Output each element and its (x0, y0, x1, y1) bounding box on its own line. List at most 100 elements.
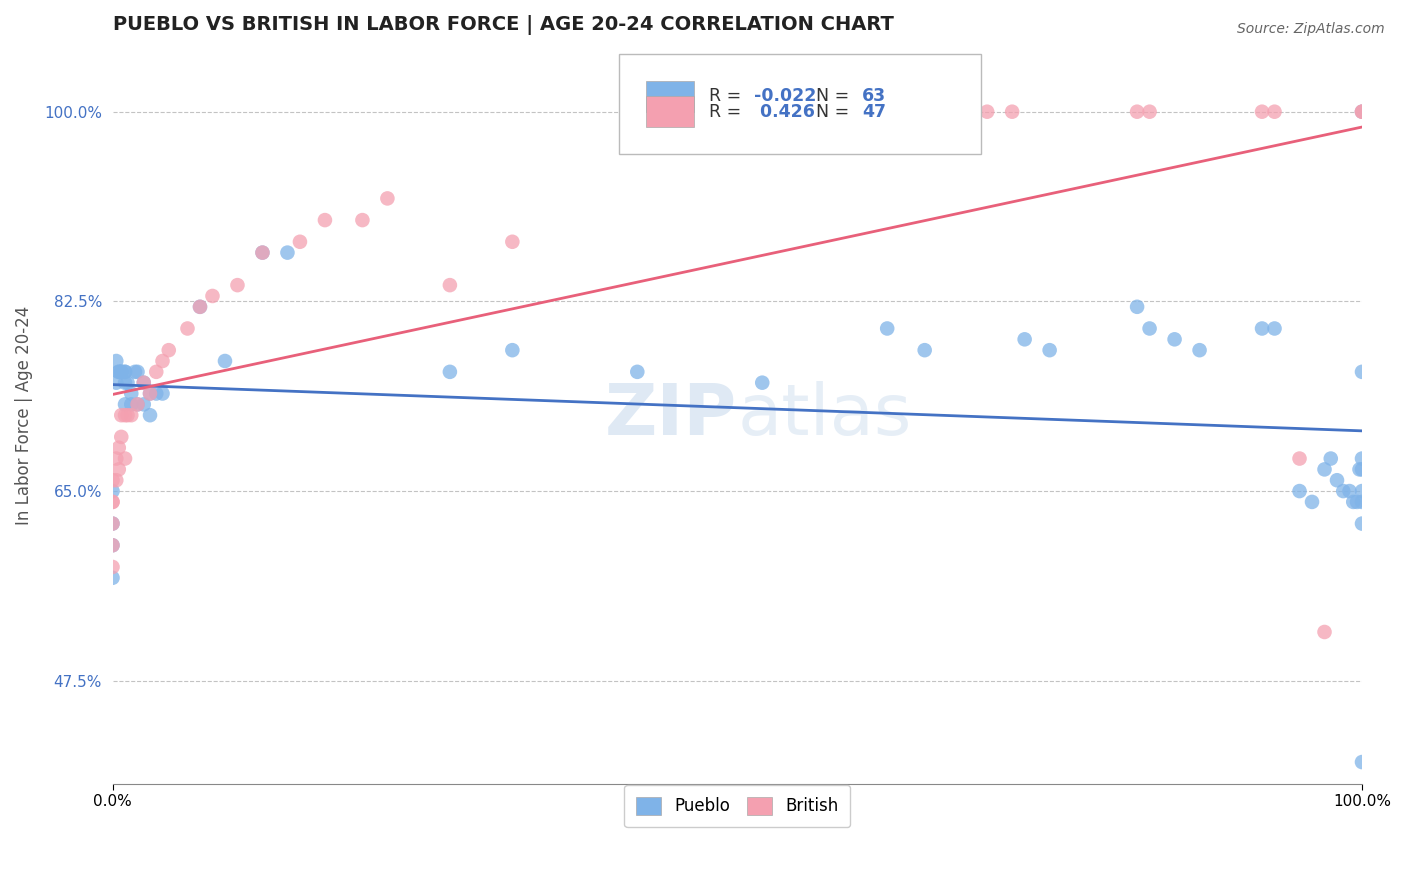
Point (120, 408, 142, 422)
Text: 47: 47 (862, 103, 886, 120)
Point (101, 473, 124, 487)
Point (110, 430, 132, 444)
Point (377, 191, 399, 205)
Text: ZIP: ZIP (605, 381, 737, 450)
Point (132, 397, 155, 411)
Point (1341, 495, 1364, 509)
Text: 0.426: 0.426 (754, 103, 814, 120)
Point (1351, 104, 1374, 119)
Point (814, 104, 837, 119)
Point (1351, 451, 1374, 466)
Point (1126, 104, 1149, 119)
Point (101, 495, 124, 509)
Point (139, 408, 162, 422)
Point (1351, 104, 1374, 119)
Y-axis label: In Labor Force | Age 20-24: In Labor Force | Age 20-24 (15, 306, 32, 524)
Point (107, 365, 129, 379)
Point (110, 408, 132, 422)
Point (188, 300, 211, 314)
Point (501, 235, 523, 249)
Point (1001, 104, 1024, 119)
Legend: Pueblo, British: Pueblo, British (624, 785, 851, 827)
Point (439, 365, 461, 379)
Text: -0.022: -0.022 (754, 87, 815, 105)
Point (101, 560, 124, 574)
Text: R =: R = (709, 103, 747, 120)
Point (1263, 104, 1285, 119)
Point (1346, 495, 1368, 509)
Text: N =: N = (815, 103, 855, 120)
Point (1251, 104, 1274, 119)
Point (101, 516, 124, 531)
Point (1348, 462, 1371, 476)
Point (226, 278, 249, 293)
Point (176, 321, 198, 335)
Point (1351, 484, 1374, 499)
Point (501, 343, 523, 358)
Point (439, 278, 461, 293)
Point (626, 365, 648, 379)
Point (101, 538, 124, 552)
Point (252, 245, 274, 260)
Point (139, 386, 162, 401)
Text: atlas: atlas (737, 381, 911, 450)
Point (101, 538, 124, 552)
Point (1139, 321, 1161, 335)
Point (1039, 343, 1062, 358)
Point (107, 441, 129, 455)
Point (107, 365, 129, 379)
Point (110, 365, 132, 379)
Point (1326, 473, 1348, 487)
Point (1288, 484, 1310, 499)
Point (124, 365, 146, 379)
Point (1351, 104, 1374, 119)
Point (107, 462, 129, 476)
Point (1331, 484, 1354, 499)
Point (1351, 755, 1374, 769)
Point (114, 397, 136, 411)
Point (1126, 300, 1149, 314)
Point (105, 354, 128, 368)
Point (152, 354, 174, 368)
Point (120, 397, 142, 411)
Point (114, 365, 136, 379)
Point (689, 104, 711, 119)
Point (914, 343, 936, 358)
Point (276, 245, 298, 260)
Point (157, 343, 180, 358)
Point (117, 376, 139, 390)
Point (1319, 451, 1341, 466)
Text: 63: 63 (862, 87, 886, 105)
Point (626, 104, 648, 119)
Point (1313, 625, 1336, 640)
Point (1351, 516, 1374, 531)
Point (127, 397, 149, 411)
Point (1263, 321, 1285, 335)
Point (1351, 462, 1374, 476)
Point (114, 365, 136, 379)
Point (352, 213, 374, 227)
Point (1339, 484, 1361, 499)
Point (1014, 332, 1036, 346)
Point (110, 365, 132, 379)
Point (145, 365, 167, 379)
Point (101, 571, 124, 585)
Point (132, 376, 155, 390)
Point (114, 451, 136, 466)
Point (105, 473, 128, 487)
Point (114, 376, 136, 390)
Point (751, 376, 773, 390)
Point (1351, 365, 1374, 379)
Point (751, 104, 773, 119)
Point (117, 408, 139, 422)
Point (1301, 495, 1323, 509)
Point (201, 289, 224, 303)
FancyBboxPatch shape (645, 96, 693, 127)
Point (132, 376, 155, 390)
Point (101, 484, 124, 499)
Point (314, 213, 336, 227)
Point (110, 365, 132, 379)
Point (876, 321, 898, 335)
Point (127, 365, 149, 379)
Point (120, 386, 142, 401)
